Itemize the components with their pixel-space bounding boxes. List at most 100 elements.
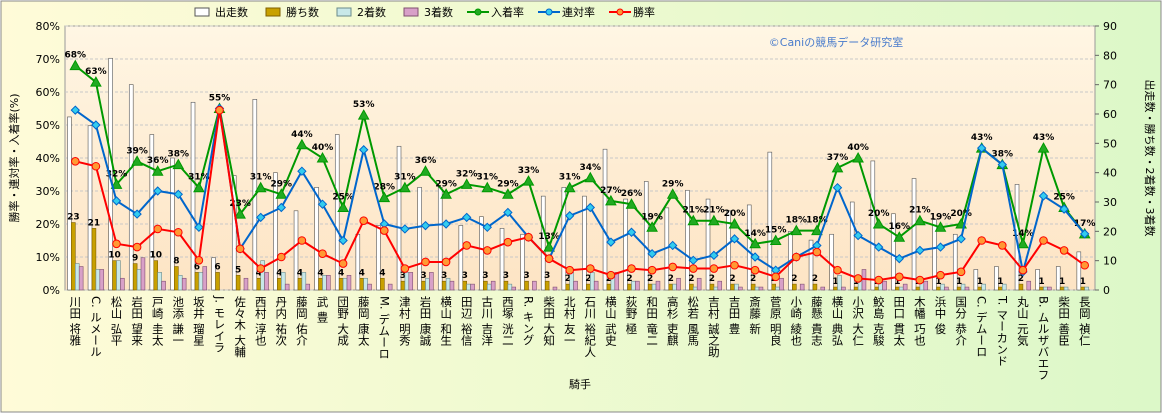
marker [234,208,246,219]
bar [170,157,175,291]
bar [243,277,249,291]
data-label: 1 [935,277,941,287]
x-tick-label: 藤懸 貴志 [810,296,824,346]
marker [316,151,329,163]
data-label: 31% [188,173,210,183]
data-label: 31% [394,173,416,183]
x-tick-label: 横山 和生 [439,295,453,346]
marker [812,247,822,257]
x-tick-label: 岩田 望来 [130,295,144,346]
data-label: 10 [108,251,121,261]
marker [627,264,636,273]
bar [140,257,146,291]
bar [841,286,846,291]
marker [606,270,616,280]
marker [503,237,513,247]
bar [833,286,838,291]
y-tick-label: 80% [36,20,60,33]
bar [120,277,125,291]
legend-label: 勝率 [633,5,655,19]
x-tick-label: 和田 竜二 [645,296,659,346]
marker [215,105,224,115]
y-tick-label: 70% [36,53,60,66]
x-tick-label: 岩田 康誠 [419,295,433,346]
marker [91,161,101,171]
bar [1018,283,1024,291]
bar [631,280,636,291]
x-axis-title: 騎手 [569,377,591,391]
marker [400,264,410,273]
y-tick-label: 60% [36,86,60,99]
bar [775,286,780,291]
marker [318,249,327,258]
x-tick-label: J. モレイラ [213,295,227,353]
data-label: 2 [709,274,715,284]
data-label: 1 [1059,277,1065,287]
bar [614,272,620,291]
bar [565,283,571,291]
marker [1059,204,1069,214]
data-label: 4 [379,268,385,278]
marker [646,221,658,232]
data-label: 20% [950,209,972,219]
data-label: 25% [1053,193,1075,203]
marker [174,227,183,237]
marker [380,226,389,235]
data-label: 6 [214,262,220,272]
data-label: 27% [600,186,622,196]
bar [280,272,286,291]
marker [667,240,678,251]
data-label: 3 [544,271,550,281]
data-label: 2 [750,274,756,284]
data-label: 4 [256,268,262,278]
marker [481,181,494,193]
bar [911,178,917,291]
marker [462,241,472,250]
x-tick-label: C. ルメール [89,296,103,357]
marker [565,265,575,275]
bar [960,283,966,291]
marker [173,189,184,200]
marker [71,157,80,166]
x-tick-label: R. キング [522,296,536,345]
bar [71,222,76,291]
marker [769,234,782,245]
data-label: 17% [1074,219,1096,229]
line [74,108,1086,273]
data-label: 13% [538,232,560,242]
marker [936,270,945,280]
data-label: 2 [565,274,571,284]
marker [563,181,576,193]
bar [898,286,904,291]
bar [779,277,784,291]
bar [132,263,138,291]
bar [408,272,414,291]
bar [870,160,876,291]
bar [902,283,908,291]
data-label: 4 [276,268,282,278]
data-label: 26% [621,189,643,199]
bar [136,269,142,291]
bar [231,175,237,291]
x-tick-label: 川田 将雅 [68,296,82,346]
y2-tick-label: 10 [1103,255,1117,268]
bar [1076,251,1082,291]
marker [833,265,842,275]
data-label: 15% [765,226,787,236]
bar [334,134,340,291]
x-tick-label: 戸崎 圭太 [151,296,165,346]
data-label: 53% [353,100,375,110]
marker [792,252,801,262]
marker [977,236,987,245]
marker [771,272,781,282]
bar [363,277,368,291]
marker [235,244,245,254]
marker [400,224,410,234]
bar [178,275,183,291]
data-label: 1 [1038,277,1044,287]
data-label: 20% [724,209,746,219]
marker [998,241,1007,250]
marker [111,196,122,206]
x-tick-label: 小崎 綾也 [789,296,803,346]
